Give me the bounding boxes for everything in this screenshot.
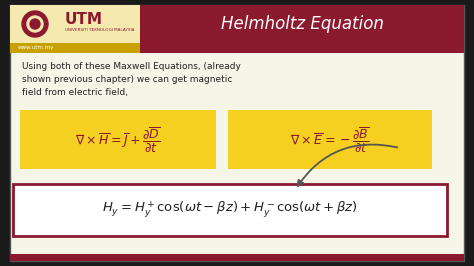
FancyBboxPatch shape — [20, 110, 216, 169]
FancyBboxPatch shape — [140, 5, 464, 43]
FancyBboxPatch shape — [10, 254, 464, 261]
Text: $\nabla \times \overline{H} = \overline{J} + \dfrac{\partial \overline{D}}{\part: $\nabla \times \overline{H} = \overline{… — [75, 124, 161, 153]
Text: Helmholtz Equation: Helmholtz Equation — [220, 15, 383, 33]
Text: UNIVERSITI TEKNOLOGI MALAYSIA: UNIVERSITI TEKNOLOGI MALAYSIA — [65, 28, 135, 32]
Text: Using both of these Maxwell Equations, (already
shown previous chapter) we can g: Using both of these Maxwell Equations, (… — [22, 62, 241, 97]
FancyBboxPatch shape — [140, 43, 464, 53]
Text: $\nabla \times \overline{E} = -\dfrac{\partial \overline{B}}{\partial t}$: $\nabla \times \overline{E} = -\dfrac{\p… — [290, 124, 370, 153]
Text: $H_y = H_y^+ \cos(\omega t - \beta z) + H_y^- \cos(\omega t + \beta z)$: $H_y = H_y^+ \cos(\omega t - \beta z) + … — [102, 200, 358, 220]
Text: UTM: UTM — [65, 11, 103, 27]
Circle shape — [22, 11, 48, 37]
Circle shape — [30, 19, 40, 29]
FancyBboxPatch shape — [228, 110, 432, 169]
Text: www.utm.my: www.utm.my — [18, 45, 55, 51]
FancyBboxPatch shape — [13, 184, 447, 236]
FancyBboxPatch shape — [10, 5, 140, 43]
Circle shape — [27, 16, 43, 32]
FancyBboxPatch shape — [10, 5, 464, 261]
FancyBboxPatch shape — [10, 43, 140, 53]
